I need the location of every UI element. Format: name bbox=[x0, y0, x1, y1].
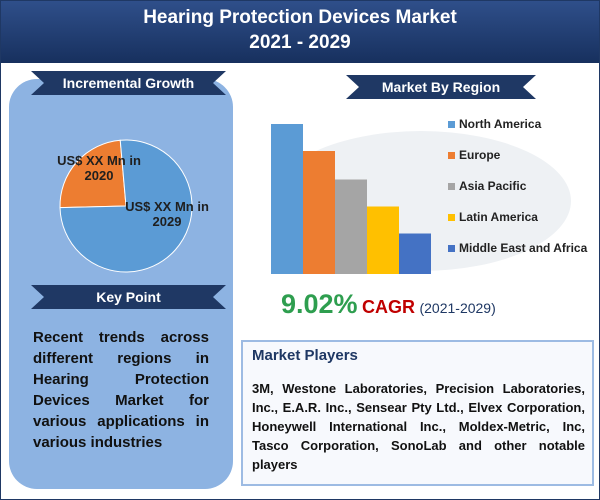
legend-label: North America bbox=[459, 117, 542, 131]
cagr-value: 9.02% bbox=[281, 289, 358, 319]
pie-label: US$ XX Mn in 2020 bbox=[57, 153, 141, 183]
title: Hearing Protection Devices Market bbox=[143, 7, 457, 28]
subtitle: 2021 - 2029 bbox=[249, 32, 351, 53]
legend-swatch bbox=[448, 152, 455, 159]
legend-label: Latin America bbox=[459, 210, 538, 224]
players-text: 3M, Westone Laboratories, Precision Labo… bbox=[252, 381, 585, 472]
legend-label: Middle East and Africa bbox=[459, 241, 588, 255]
legend-swatch bbox=[448, 214, 455, 221]
cagr-label: CAGR bbox=[362, 297, 416, 317]
players-box bbox=[241, 340, 594, 486]
legend-swatch bbox=[448, 121, 455, 128]
header-band bbox=[1, 1, 599, 63]
players-heading: Market Players bbox=[252, 347, 358, 364]
pie-label: US$ XX Mn in 2029 bbox=[125, 199, 209, 229]
pie-heading: Incremental Growth bbox=[62, 75, 195, 91]
pie-slice bbox=[59, 139, 127, 209]
bar bbox=[335, 179, 367, 274]
bar bbox=[303, 151, 335, 274]
legend-swatch bbox=[448, 183, 455, 190]
legend-swatch bbox=[448, 245, 455, 252]
legend-label: Europe bbox=[459, 148, 501, 162]
banner-shape bbox=[31, 285, 226, 309]
banner-shape bbox=[346, 75, 536, 99]
legend-label: Asia Pacific bbox=[459, 179, 527, 193]
cagr: 9.02% CAGR (2021-2029) bbox=[281, 289, 496, 320]
bar bbox=[271, 124, 303, 274]
pie-slice bbox=[59, 139, 193, 273]
key-point-heading: Key Point bbox=[96, 289, 161, 305]
bar bbox=[399, 233, 431, 274]
cagr-period: (2021-2029) bbox=[419, 300, 496, 316]
bar bbox=[367, 206, 399, 274]
banner-shape bbox=[31, 71, 226, 95]
bar-heading: Market By Region bbox=[381, 79, 501, 95]
key-point-text: Recent trends across different regions i… bbox=[33, 329, 209, 451]
